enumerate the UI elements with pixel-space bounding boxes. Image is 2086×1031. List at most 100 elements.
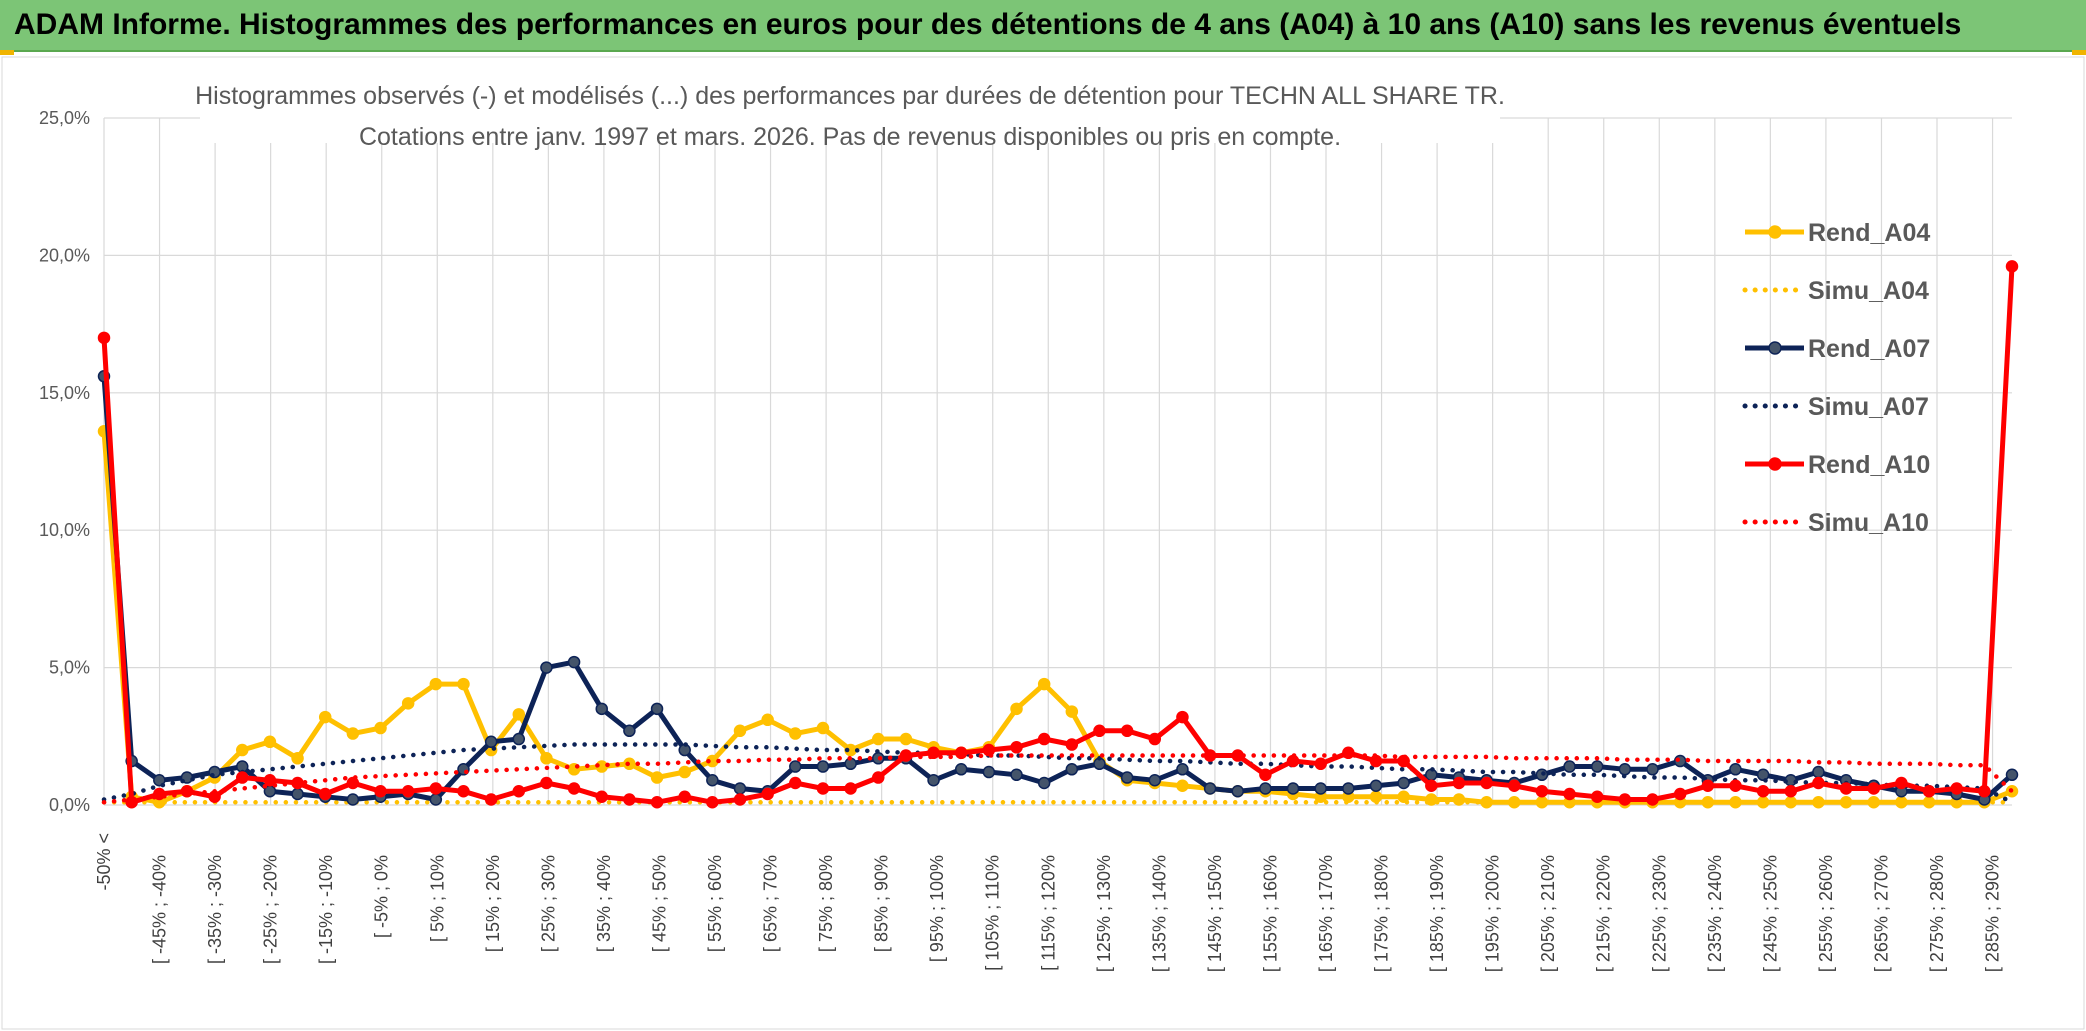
x-tick-label: [ 265% ; 270% — [1871, 855, 1891, 972]
series-point — [899, 732, 913, 746]
series-point — [733, 782, 747, 795]
series-point — [540, 752, 553, 765]
legend[interactable]: Rend_A04 Simu_A04 Rend_A07 Simu_A07 Rend_A10… — [1742, 219, 1930, 537]
series-point — [1369, 779, 1383, 793]
series-point — [457, 785, 470, 798]
y-tick-label: 20,0% — [39, 245, 90, 265]
series-point — [1729, 779, 1742, 793]
series-point — [1756, 785, 1770, 798]
series-point — [401, 697, 415, 710]
legend-item-Rend_A10[interactable]: Rend_A10 — [1745, 451, 1930, 479]
series-point — [789, 727, 802, 740]
series-point — [1535, 785, 1549, 798]
x-tick-label: -50% < — [94, 833, 114, 891]
legend-label: Rend_A07 — [1808, 335, 1930, 363]
series-point — [733, 724, 747, 738]
y-tick-label: 0,0% — [49, 795, 90, 815]
series-point — [1978, 785, 1991, 798]
x-tick-label: [ -15% ; -10% — [316, 855, 336, 964]
series-point — [1259, 782, 1272, 795]
series-point — [567, 782, 581, 795]
legend-label: Rend_A04 — [1808, 219, 1930, 247]
series-point — [1397, 776, 1410, 790]
series-point — [1867, 782, 1880, 795]
x-tick-label: [ 75% ; 80% — [816, 855, 836, 952]
series-point — [1203, 782, 1217, 795]
series-point — [1037, 776, 1051, 790]
series-point — [1590, 760, 1604, 773]
series-point — [1010, 741, 1023, 754]
legend-item-Simu_A10[interactable]: Simu_A10 — [1742, 509, 1929, 537]
series-point — [1563, 760, 1576, 773]
x-tick-label: [ 65% ; 70% — [761, 855, 781, 952]
series-point — [1452, 776, 1466, 790]
series-point — [236, 771, 249, 784]
series-point — [1342, 782, 1355, 795]
x-tick-label: [ 115% ; 120% — [1038, 855, 1058, 971]
series-point — [263, 774, 277, 787]
series-point — [1010, 702, 1023, 716]
series-point — [1231, 785, 1244, 798]
chart-title-line2: Cotations entre janv. 1997 et mars. 2026… — [359, 123, 1341, 151]
y-tick-label: 10,0% — [39, 520, 90, 540]
series-point — [1839, 782, 1853, 795]
series-point — [1618, 793, 1632, 806]
series-point — [650, 796, 664, 809]
legend-item-Simu_A07[interactable]: Simu_A07 — [1742, 393, 1929, 421]
legend-item-Rend_A07[interactable]: Rend_A07 — [1745, 335, 1930, 363]
series-point — [318, 710, 332, 724]
series-point — [1618, 763, 1632, 776]
series-point — [1756, 768, 1770, 782]
x-tick-label: [ 195% ; 200% — [1483, 855, 1503, 972]
series-point — [263, 735, 277, 749]
series-point — [1590, 790, 1604, 804]
series-line — [101, 376, 2014, 802]
series-point — [1120, 771, 1134, 784]
series-point — [1314, 757, 1327, 771]
series-point — [733, 793, 747, 806]
x-tick-label: [ 185% ; 190% — [1427, 855, 1447, 972]
legend-label: Simu_A04 — [1808, 277, 1929, 305]
series-point — [1950, 782, 1963, 795]
series-point — [1701, 779, 1715, 793]
series-point — [457, 677, 470, 691]
series-line — [101, 431, 2013, 805]
x-tick-label: [ 105% ; 110% — [983, 855, 1003, 971]
series-point — [97, 331, 111, 345]
series-point — [816, 782, 830, 795]
chart-area — [1, 56, 2085, 1030]
x-tick-label: [ 255% ; 260% — [1816, 855, 1836, 972]
series-point — [789, 776, 802, 790]
series-point — [650, 771, 664, 784]
x-tick-label: [ -45% ; -40% — [150, 855, 170, 964]
series-point — [1729, 763, 1742, 776]
legend-item-Rend_A04[interactable]: Rend_A04 — [1745, 219, 1930, 247]
x-tick-label: [ 95% ; 100% — [927, 855, 947, 962]
series-point — [1563, 787, 1576, 801]
series-point — [1148, 732, 1162, 746]
x-tick-label: [ 45% ; 50% — [649, 855, 669, 952]
series-point — [567, 655, 581, 669]
series-point — [1922, 785, 1936, 798]
series-point — [512, 708, 526, 721]
corner-accent-right — [2072, 50, 2086, 55]
series-point — [706, 774, 719, 787]
series-point — [291, 787, 304, 801]
series-point — [872, 732, 885, 746]
series-point — [1812, 776, 1825, 790]
x-tick-label: [ 135% ; 140% — [1149, 855, 1169, 972]
series-point — [1286, 782, 1300, 795]
series-point — [982, 765, 996, 779]
legend-marker — [1768, 225, 1782, 239]
legend-marker — [1768, 457, 1782, 471]
series-point — [540, 776, 553, 790]
series-point — [1480, 776, 1493, 790]
legend-item-Simu_A04[interactable]: Simu_A04 — [1742, 277, 1929, 305]
x-tick-label: [ 85% ; 90% — [872, 855, 892, 952]
x-tick-label: [ 145% ; 150% — [1205, 855, 1225, 972]
legend-label: Simu_A07 — [1808, 393, 1929, 421]
banner-title: ADAM Informe. Histogrammes des performan… — [14, 8, 1962, 41]
x-tick-label: [ -35% ; -30% — [205, 855, 225, 964]
series-point — [927, 774, 940, 787]
series-point — [484, 793, 498, 806]
